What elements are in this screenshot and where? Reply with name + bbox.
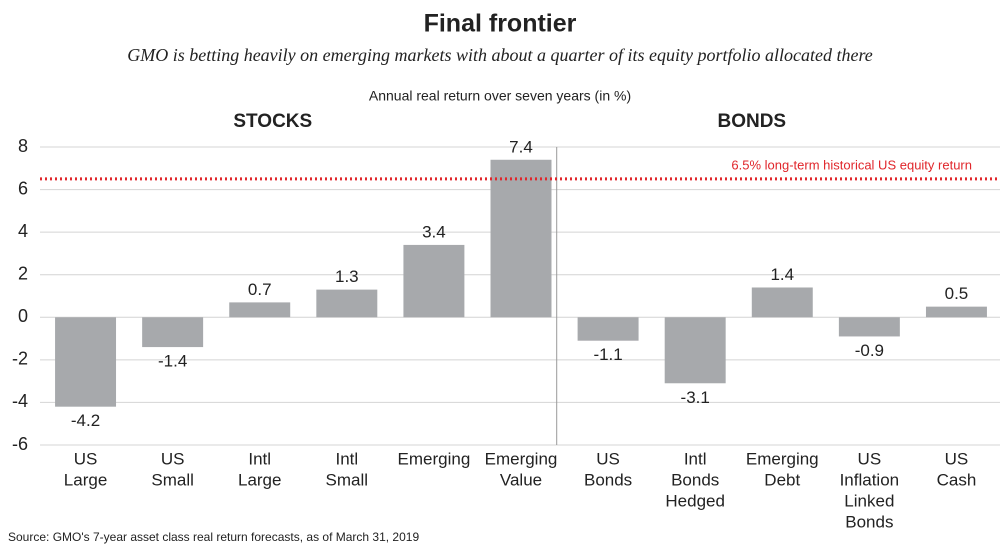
x-tick-label: Small (326, 470, 369, 489)
bar (838, 317, 900, 337)
bar (925, 306, 987, 318)
bar (490, 159, 552, 318)
value-label: -0.9 (855, 341, 884, 360)
x-tick-label: US (161, 449, 185, 468)
value-label: 1.4 (770, 265, 794, 284)
x-tick-label: US (858, 449, 882, 468)
bar (229, 302, 291, 318)
y-tick-label: 4 (18, 221, 28, 241)
reference-label: 6.5% long-term historical US equity retu… (731, 157, 972, 172)
y-tick-label: 8 (18, 136, 28, 156)
x-tick-label: Intl (684, 449, 707, 468)
x-tick-label: Emerging (398, 449, 471, 468)
x-tick-label: Intl (335, 449, 358, 468)
x-tick-label: Bonds (845, 512, 893, 531)
value-label: 7.4 (509, 137, 533, 156)
x-tick-label: Small (151, 470, 194, 489)
x-tick-label: Debt (764, 470, 800, 489)
y-tick-label: 2 (18, 263, 28, 283)
x-tick-label: Intl (248, 449, 271, 468)
bar (664, 317, 726, 384)
value-label: -3.1 (681, 388, 710, 407)
x-tick-label: US (74, 449, 98, 468)
x-tick-label: Bonds (671, 470, 719, 489)
x-tick-label: Large (238, 470, 281, 489)
y-tick-label: -6 (12, 434, 28, 454)
y-tick-label: -2 (12, 349, 28, 369)
bar (403, 244, 465, 318)
y-tick-label: 6 (18, 178, 28, 198)
bar (142, 317, 204, 348)
value-label: 0.7 (248, 280, 272, 299)
value-label: -1.4 (158, 352, 187, 371)
value-label: 3.4 (422, 222, 446, 241)
bar (55, 317, 117, 407)
group-label: BONDS (717, 111, 786, 132)
y-tick-label: 0 (18, 306, 28, 326)
value-label: -4.2 (71, 411, 100, 430)
axis-label: Annual real return over seven years (in … (369, 88, 631, 104)
x-tick-label: US (945, 449, 969, 468)
x-tick-label: Cash (937, 470, 977, 489)
chart-title: Final frontier (424, 10, 577, 38)
bar (577, 317, 639, 341)
x-tick-label: Large (64, 470, 107, 489)
chart-subtitle: GMO is betting heavily on emerging marke… (127, 45, 873, 65)
x-tick-label: Hedged (665, 491, 725, 510)
value-label: -1.1 (593, 345, 622, 364)
group-label: STOCKS (233, 111, 312, 132)
bar (316, 289, 378, 318)
x-tick-label: US (596, 449, 620, 468)
x-tick-label: Bonds (584, 470, 632, 489)
bar (751, 287, 813, 318)
x-tick-label: Emerging (485, 449, 558, 468)
x-tick-label: Inflation (840, 470, 900, 489)
y-tick-label: -4 (12, 391, 28, 411)
value-label: 1.3 (335, 267, 359, 286)
source-note: Source: GMO's 7-year asset class real re… (8, 530, 419, 544)
value-label: 0.5 (945, 284, 969, 303)
x-tick-label: Emerging (746, 449, 819, 468)
x-tick-label: Value (500, 470, 542, 489)
x-tick-label: Linked (844, 491, 894, 510)
